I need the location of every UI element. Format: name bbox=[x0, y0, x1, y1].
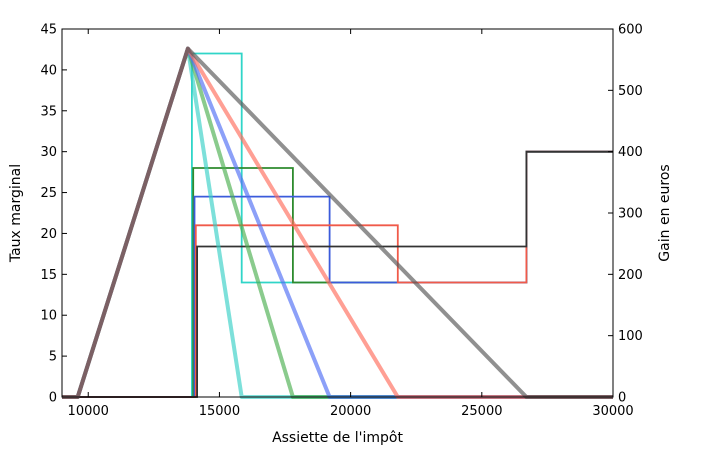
gain-line-1 bbox=[62, 46, 613, 399]
plot-frame bbox=[61, 28, 614, 398]
y-left-tick-label: 20 bbox=[40, 227, 57, 242]
y-left-tick-label: 30 bbox=[40, 145, 57, 160]
x-tick-label: 25000 bbox=[461, 404, 502, 419]
gain-line-2 bbox=[62, 46, 613, 399]
y-left-tick-label: 0 bbox=[49, 391, 57, 406]
marginal-rate-lines bbox=[62, 52, 613, 398]
y-left-tick-label: 35 bbox=[40, 104, 57, 119]
gain-lines bbox=[62, 46, 613, 399]
y-right-tick-label: 500 bbox=[618, 84, 643, 99]
x-tick-label: 15000 bbox=[199, 404, 240, 419]
y-right-tick-label: 100 bbox=[618, 329, 643, 344]
gain-line-4 bbox=[62, 46, 613, 399]
y-left-tick-label: 25 bbox=[40, 186, 57, 201]
gain-line-3 bbox=[62, 46, 613, 399]
y-left-tick-label: 5 bbox=[49, 350, 57, 365]
x-axis-label: Assiette de l'impôt bbox=[272, 430, 403, 446]
y-right-tick-label: 0 bbox=[618, 391, 626, 406]
y-right-tick-label: 200 bbox=[618, 268, 643, 283]
gain-line-5 bbox=[62, 46, 613, 399]
y-axis-right-label: Gain en euros bbox=[657, 164, 673, 261]
x-tick-label: 30000 bbox=[592, 404, 633, 419]
y-right-tick-label: 300 bbox=[618, 207, 643, 222]
y-right-tick-label: 400 bbox=[618, 145, 643, 160]
y-left-tick-label: 15 bbox=[40, 268, 57, 283]
x-tick-label: 10000 bbox=[68, 404, 109, 419]
axis-ticks: 10000 15000 20000 25000 30000051015202530354… bbox=[40, 23, 642, 420]
y-left-tick-label: 40 bbox=[40, 63, 57, 78]
y-axis-left-label: Taux marginal bbox=[8, 164, 24, 263]
y-right-tick-label: 600 bbox=[618, 23, 643, 38]
y-left-tick-label: 10 bbox=[40, 309, 57, 324]
x-tick-label: 20000 bbox=[330, 404, 371, 419]
y-left-tick-label: 45 bbox=[40, 23, 57, 38]
